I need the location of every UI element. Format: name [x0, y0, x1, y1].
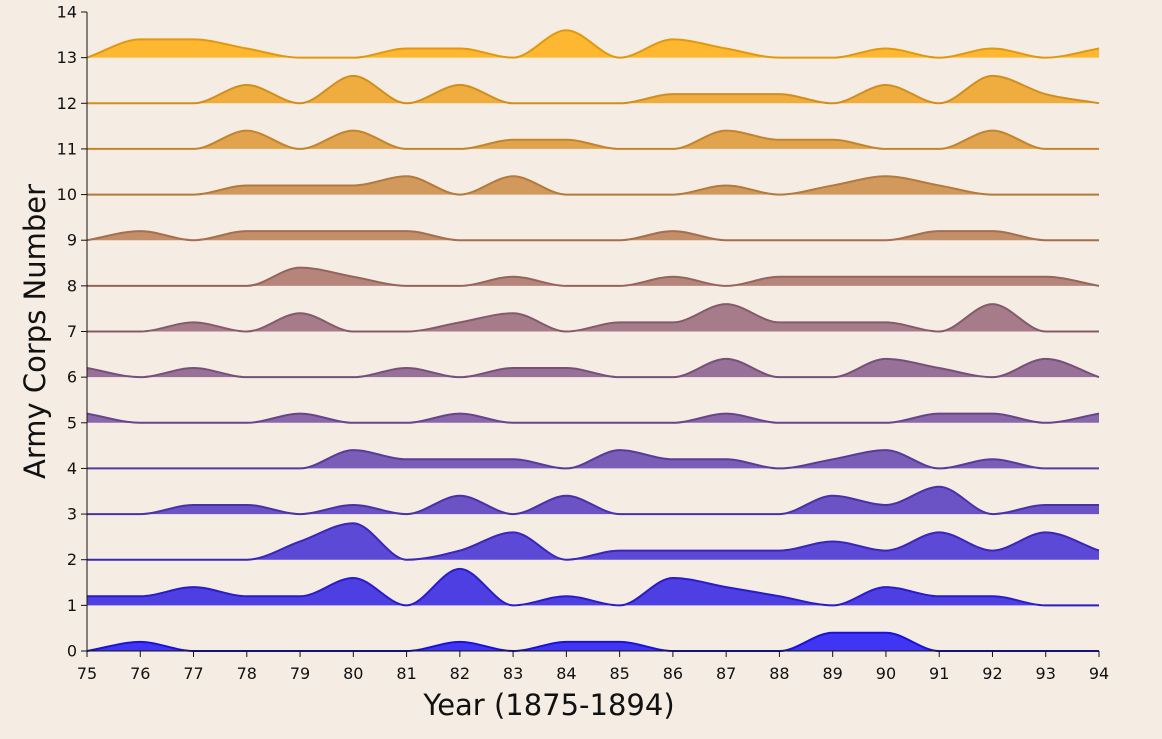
ridge-line-11	[86, 129, 1099, 150]
ridge-corps-7	[87, 303, 1099, 333]
x-tick-label: 94	[1089, 664, 1109, 683]
y-tick-label: 10	[57, 185, 77, 204]
x-tick-label: 85	[609, 664, 629, 683]
y-tick-label: 2	[67, 550, 77, 569]
x-tick-label: 87	[716, 664, 736, 683]
y-tick-label: 5	[67, 413, 77, 432]
x-tick-label: 90	[876, 664, 896, 683]
ridge-corps-2	[87, 522, 1100, 561]
y-tick-label: 1	[67, 596, 77, 615]
ridge-corps-11	[86, 129, 1099, 150]
ridge-area-2	[87, 523, 1099, 560]
ridge-line-10	[87, 175, 1099, 196]
x-tick-label: 89	[823, 664, 843, 683]
ridge-corps-9	[86, 230, 1099, 242]
ridge-area-10	[87, 176, 1099, 195]
x-tick-label: 82	[450, 664, 470, 683]
y-tick-label: 9	[67, 231, 77, 250]
x-tick-label: 88	[769, 664, 789, 683]
ridge-area-3	[87, 486, 1099, 515]
ridge-line-13	[86, 29, 1100, 59]
ridge-corps-0	[86, 631, 1099, 653]
x-tick-label: 86	[663, 664, 683, 683]
x-tick-label: 76	[130, 664, 150, 683]
ridge-area-7	[87, 304, 1099, 332]
ridge-corps-5	[86, 412, 1100, 424]
x-tick-label: 91	[929, 664, 949, 683]
ridge-corps-8	[86, 266, 1100, 287]
ridge-area-9	[87, 231, 1099, 241]
y-tick-label: 3	[67, 505, 77, 524]
ridge-line-6	[86, 357, 1100, 379]
ridge-line-2	[87, 522, 1100, 561]
ridge-area-11	[87, 130, 1099, 149]
ridge-corps-13	[86, 29, 1100, 59]
x-tick-label: 78	[237, 664, 257, 683]
ridges	[86, 29, 1100, 653]
x-axis-ticks: 75 76 77 78 79 80 81 82 83 84 85 86 87 88 89 90 91 92 93 94	[77, 651, 1109, 683]
x-tick-label: 79	[290, 664, 310, 683]
ridge-line-4	[87, 449, 1099, 470]
ridge-area-4	[87, 450, 1099, 469]
ridge-corps-10	[87, 175, 1099, 196]
ridge-corps-4	[87, 449, 1099, 470]
ridge-line-3	[87, 485, 1099, 516]
x-tick-label: 75	[77, 664, 97, 683]
y-tick-label: 13	[57, 48, 77, 67]
x-tick-label: 93	[1036, 664, 1056, 683]
ridge-area-1	[87, 568, 1099, 606]
x-tick-label: 81	[396, 664, 416, 683]
y-tick-label: 0	[67, 642, 77, 661]
y-tick-label: 14	[57, 3, 77, 22]
ridge-line-8	[86, 266, 1100, 287]
y-tick-label: 7	[67, 322, 77, 341]
ridge-corps-3	[87, 485, 1099, 516]
y-tick-label: 4	[67, 459, 77, 478]
x-axis-title: Year (1875-1894)	[422, 688, 674, 722]
ridge-area-12	[87, 75, 1099, 104]
ridge-area-5	[87, 413, 1099, 423]
y-axis-title: Army Corps Number	[18, 184, 52, 479]
ridge-line-5	[86, 412, 1100, 424]
x-tick-label: 84	[556, 664, 576, 683]
x-tick-label: 83	[503, 664, 523, 683]
y-tick-label: 6	[67, 368, 77, 387]
ridge-corps-12	[86, 74, 1100, 105]
ridge-line-1	[87, 567, 1099, 607]
ridge-line-7	[87, 303, 1099, 333]
y-tick-label: 8	[67, 276, 77, 295]
ridge-corps-1	[87, 567, 1099, 607]
ridge-area-6	[87, 358, 1099, 378]
y-tick-label: 12	[57, 94, 77, 113]
x-tick-label: 92	[982, 664, 1002, 683]
x-tick-label: 77	[183, 664, 203, 683]
ridge-corps-6	[86, 357, 1100, 379]
ridge-area-8	[87, 267, 1099, 286]
y-tick-label: 11	[57, 139, 77, 158]
x-tick-label: 80	[343, 664, 363, 683]
ridge-line-12	[86, 74, 1100, 105]
ridge-line-9	[86, 230, 1099, 242]
